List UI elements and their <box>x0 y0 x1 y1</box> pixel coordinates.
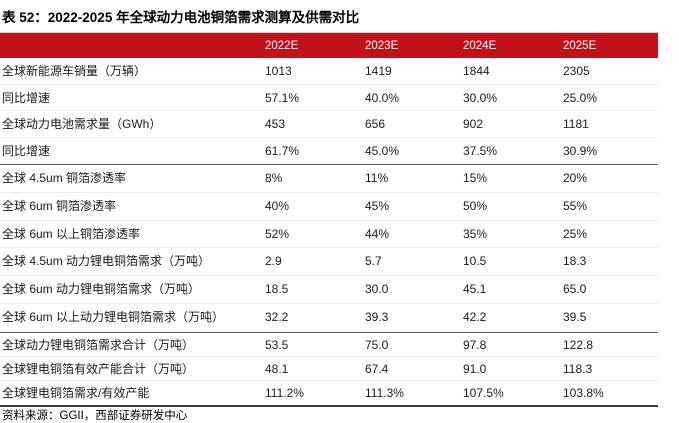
data-table: 2022E 2023E 2024E 2025E 全球新能源车销量（万辆） 1013 141… <box>0 32 658 407</box>
cell-value: 45.1 <box>463 282 487 297</box>
row-label: 全球动力锂电铜箔需求合计（万吨） <box>2 337 195 352</box>
table-row: 全球锂电铜箔需求/有效产能 111.2% 111.3% 107.5% 103.8% <box>0 381 658 405</box>
cell-value: 39.3 <box>365 309 389 324</box>
cell-value: 111.2% <box>265 385 304 400</box>
cell-value: 52% <box>265 226 290 241</box>
cell-value: 32.2 <box>265 309 289 324</box>
cell-value: 122.8 <box>563 337 594 352</box>
row-label: 全球 6um 以上动力锂电铜箔需求（万吨） <box>2 309 225 324</box>
cell-value: 1181 <box>563 117 589 131</box>
cell-value: 30.0 <box>365 282 389 297</box>
table-header-row: 2022E 2023E 2024E 2025E <box>0 32 658 58</box>
table-row: 同比增速 61.7% 45.0% 37.5% 30.9% <box>0 138 658 165</box>
column-header-2022e: 2022E <box>265 40 299 52</box>
cell-value: 50% <box>463 198 488 213</box>
row-label: 全球新能源车销量（万辆） <box>2 64 147 78</box>
row-group: 全球 4.5um 铜箔渗透率 8% 11% 15% 20% 全球 6um 铜箔渗透率 40%… <box>0 165 658 333</box>
cell-value: 55% <box>563 198 588 213</box>
row-label: 同比增速 <box>2 143 51 158</box>
row-label: 全球 6um 以上铜箔渗透率 <box>2 226 141 241</box>
cell-value: 2.9 <box>265 254 282 269</box>
cell-value: 30.9% <box>563 143 598 158</box>
cell-value: 40.0% <box>365 90 400 105</box>
row-label: 全球动力电池需求量（GWh） <box>2 117 162 131</box>
cell-value: 91.0 <box>463 361 487 376</box>
cell-value: 40% <box>265 198 290 213</box>
column-header-2024e: 2024E <box>463 40 497 52</box>
cell-value: 1419 <box>365 64 392 78</box>
cell-value: 10.5 <box>463 254 487 269</box>
cell-value: 15% <box>463 171 488 185</box>
row-group: 全球新能源车销量（万辆） 1013 1419 1844 2305 同比增速 57.1% 40.… <box>0 58 658 165</box>
cell-value: 61.7% <box>265 143 300 158</box>
cell-value: 45% <box>365 198 390 213</box>
cell-value: 39.5 <box>563 309 587 324</box>
row-label: 全球锂电铜箔需求/有效产能 <box>2 385 150 400</box>
table-row: 同比增速 57.1% 40.0% 30.0% 25.0% <box>0 85 658 111</box>
row-label: 全球 4.5um 铜箔渗透率 <box>2 171 127 185</box>
cell-value: 25.0% <box>563 90 598 105</box>
cell-value: 11% <box>365 171 389 185</box>
column-header-2023e: 2023E <box>365 40 399 52</box>
cell-value: 25% <box>563 226 588 241</box>
table-row: 全球 6um 以上铜箔渗透率 52% 44% 35% 25% <box>0 221 658 249</box>
row-group: 全球动力锂电铜箔需求合计（万吨） 53.5 75.0 97.8 122.8 全球锂电铜箔有… <box>0 333 658 407</box>
table-row: 全球 6um 动力锂电铜箔需求（万吨） 18.5 30.0 45.1 65.0 <box>0 276 658 304</box>
cell-value: 44% <box>365 226 390 241</box>
row-label: 同比增速 <box>2 90 51 105</box>
table-row: 全球动力电池需求量（GWh） 453 656 902 1181 <box>0 111 658 138</box>
table-row: 全球 4.5um 铜箔渗透率 8% 11% 15% 20% <box>0 165 658 193</box>
table-body: 全球新能源车销量（万辆） 1013 1419 1844 2305 同比增速 57.1% 40.… <box>0 58 658 407</box>
cell-value: 453 <box>265 117 286 131</box>
cell-value: 65.0 <box>563 282 587 297</box>
cell-value: 111.3% <box>365 385 404 400</box>
cell-value: 42.2 <box>463 309 487 324</box>
cell-value: 97.8 <box>463 337 487 352</box>
table-row: 全球新能源车销量（万辆） 1013 1419 1844 2305 <box>0 58 658 85</box>
cell-value: 35% <box>463 226 488 241</box>
cell-value: 5.7 <box>365 254 382 269</box>
cell-value: 656 <box>365 117 386 131</box>
cell-value: 20% <box>563 171 588 185</box>
row-label: 全球 6um 铜箔渗透率 <box>2 198 117 213</box>
cell-value: 8% <box>265 171 283 185</box>
column-header-2025e: 2025E <box>563 40 597 52</box>
cell-value: 67.4 <box>365 361 389 376</box>
cell-value: 902 <box>463 117 484 131</box>
row-label: 全球 6um 动力锂电铜箔需求（万吨） <box>2 282 201 297</box>
table-row: 全球 6um 铜箔渗透率 40% 45% 50% 55% <box>0 193 658 221</box>
cell-value: 75.0 <box>365 337 389 352</box>
cell-value: 37.5% <box>463 143 498 158</box>
source-note: 资料来源：GGII，西部证券研发中心 <box>2 410 188 422</box>
cell-value: 2305 <box>563 64 590 78</box>
cell-value: 45.0% <box>365 143 400 158</box>
table-title: 表 52：2022-2025 年全球动力电池铜箔需求测算及供需对比 <box>2 10 360 25</box>
row-label: 全球锂电铜箔有效产能合计（万吨） <box>2 361 195 376</box>
table-row: 全球动力锂电铜箔需求合计（万吨） 53.5 75.0 97.8 122.8 <box>0 333 658 357</box>
cell-value: 107.5% <box>463 385 504 400</box>
table-row: 全球 6um 以上动力锂电铜箔需求（万吨） 32.2 39.3 42.2 39.5 <box>0 304 658 332</box>
cell-value: 30.0% <box>463 90 498 105</box>
table-row: 全球锂电铜箔有效产能合计（万吨） 48.1 67.4 91.0 118.3 <box>0 357 658 381</box>
table-row: 全球 4.5um 动力锂电铜箔需求（万吨） 2.9 5.7 10.5 18.3 <box>0 248 658 277</box>
row-label: 全球 4.5um 动力锂电铜箔需求（万吨） <box>2 254 211 269</box>
cell-value: 57.1% <box>265 90 300 105</box>
cell-value: 53.5 <box>265 337 289 352</box>
cell-value: 18.5 <box>265 282 289 297</box>
cell-value: 1844 <box>463 64 490 78</box>
cell-value: 1013 <box>265 64 292 78</box>
cell-value: 48.1 <box>265 361 289 376</box>
cell-value: 18.3 <box>563 254 587 269</box>
cell-value: 118.3 <box>563 361 593 376</box>
cell-value: 103.8% <box>563 385 604 400</box>
